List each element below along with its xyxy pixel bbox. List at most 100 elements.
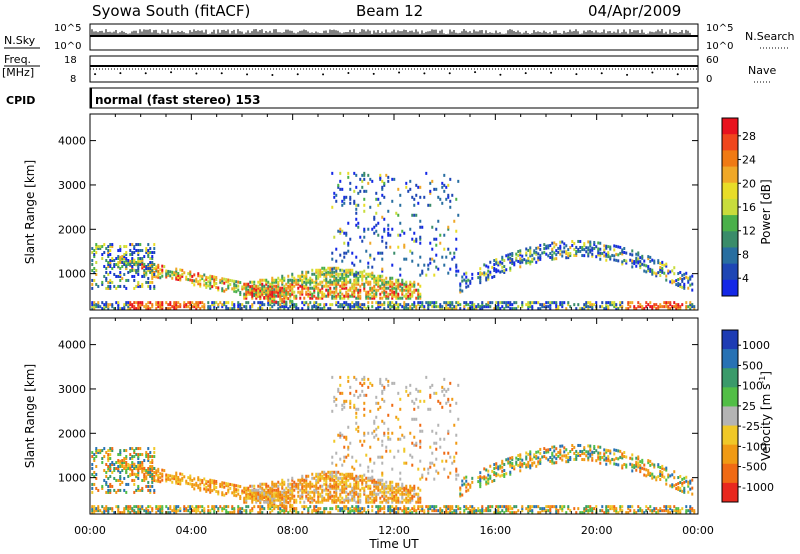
power-cell [385, 276, 388, 280]
velocity-cell [301, 496, 304, 500]
velocity-cell [251, 494, 254, 498]
velocity-cell [345, 498, 348, 502]
velocity-cell [277, 494, 280, 498]
power-cell [419, 294, 422, 298]
power-cell [321, 284, 324, 288]
power-cell [551, 257, 554, 261]
power-cell [405, 305, 408, 309]
power-cell [315, 276, 318, 280]
velocity-cell [197, 478, 200, 482]
velocity-cell [319, 511, 322, 515]
power-cell [143, 305, 146, 309]
power-cell [267, 303, 270, 307]
velocity-cell [259, 500, 262, 504]
velocity-cell [405, 492, 408, 496]
power-cell [233, 305, 236, 309]
velocity-cell [343, 490, 346, 494]
power-cell [95, 305, 98, 309]
power-cell [281, 274, 284, 278]
power-cell [441, 181, 444, 185]
velocity-cell [289, 499, 292, 503]
power-cell [371, 179, 374, 183]
velocity-cell [339, 435, 342, 439]
velocity-cell [373, 435, 376, 439]
velocity-cell [391, 431, 394, 435]
power-cell [465, 279, 468, 283]
velocity-cell [335, 476, 338, 480]
velocity-cell [413, 492, 416, 496]
power-cell [647, 267, 650, 271]
power-cell [413, 239, 416, 243]
velocity-cell [279, 482, 282, 486]
velocity-cell [329, 492, 332, 496]
velocity-cell [271, 484, 274, 488]
velocity-cell [113, 466, 116, 470]
power-cell [187, 305, 190, 309]
power-cell [385, 173, 388, 177]
velocity-cell [293, 500, 296, 504]
power-cell [259, 280, 262, 284]
velocity-cell [279, 500, 282, 504]
power-cell [91, 247, 94, 251]
power-cell [307, 288, 310, 292]
power-cell [419, 185, 422, 189]
velocity-cell [313, 484, 316, 488]
power-cell [333, 191, 336, 195]
power-cell [405, 307, 408, 311]
power-cell [305, 284, 308, 288]
power-cell [533, 249, 536, 253]
velocity-cell [383, 431, 386, 435]
power-cell [111, 243, 114, 247]
velocity-cell [217, 492, 220, 496]
velocity-cell [365, 494, 368, 498]
power-cell [605, 254, 608, 258]
power-cell [313, 305, 316, 309]
power-cell [461, 275, 464, 279]
velocity-cell [497, 505, 500, 509]
power-cell [167, 271, 170, 275]
velocity-cell [373, 429, 376, 433]
power-cell [145, 249, 148, 253]
velocity-cell [273, 498, 276, 502]
velocity-cell [477, 476, 480, 480]
velocity-cell [147, 466, 150, 470]
power-cell [555, 253, 558, 257]
power-cell [567, 303, 570, 307]
power-cell [153, 270, 156, 274]
power-cell [475, 305, 478, 309]
velocity-cell [337, 509, 340, 513]
power-cell [183, 305, 186, 309]
power-cell [271, 294, 274, 298]
velocity-cell [427, 511, 430, 515]
velocity-cell [383, 511, 386, 515]
nsearch-label: N.Search [745, 30, 795, 43]
velocity-cell [333, 486, 336, 490]
power-cell [429, 191, 432, 195]
velocity-cell [393, 381, 396, 385]
velocity-cell [357, 484, 360, 488]
velocity-cell [477, 507, 480, 511]
velocity-cell [375, 482, 378, 486]
velocity-cell [113, 476, 116, 480]
velocity-cell [111, 507, 114, 511]
power-cell [149, 270, 152, 274]
velocity-cell [231, 505, 234, 509]
velocity-cell [291, 488, 294, 492]
power-cell [257, 301, 260, 305]
power-cell [321, 272, 324, 276]
velocity-cell [127, 507, 130, 511]
velocity-cell [265, 498, 268, 502]
velocity-cell [449, 509, 452, 513]
power-cell [335, 303, 338, 307]
velocity-cell [253, 495, 256, 499]
velocity-cell [329, 470, 332, 474]
power-cell [157, 301, 160, 305]
velocity-cell [125, 505, 128, 509]
velocity-cell [335, 482, 338, 486]
power-cell [257, 290, 260, 294]
power-cell [339, 268, 342, 272]
power-cell [415, 213, 418, 217]
power-cell [269, 292, 272, 296]
velocity-cell [259, 482, 262, 486]
power-cell [91, 303, 94, 307]
